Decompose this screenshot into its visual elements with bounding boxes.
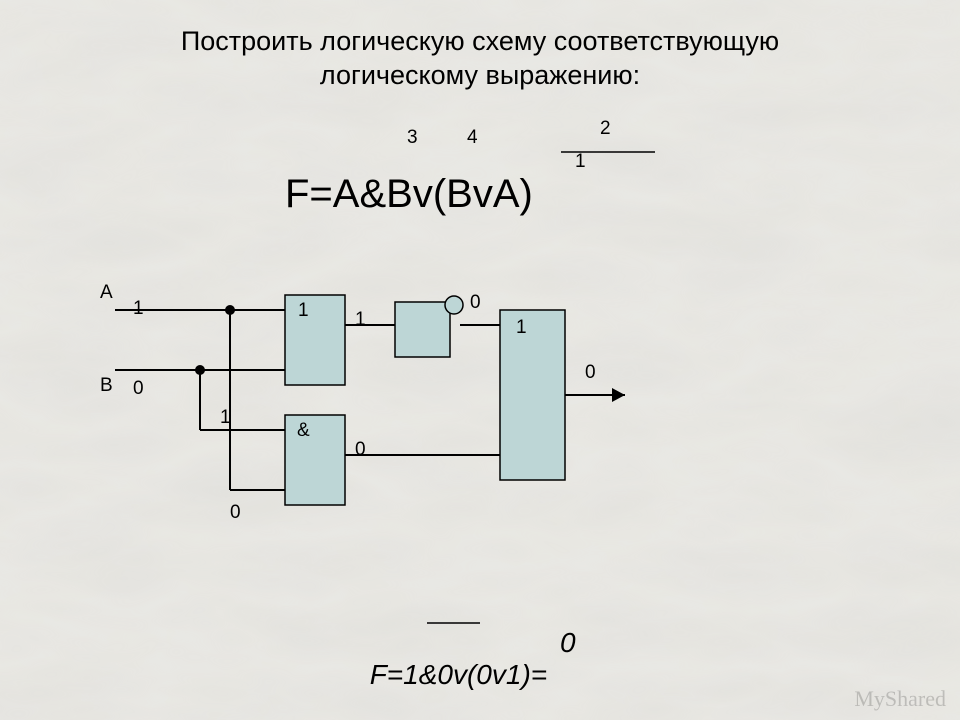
result-value: 0 bbox=[560, 627, 576, 659]
result-prefix: F=1&0v( bbox=[370, 659, 477, 690]
result-formula: F=1&0v(0v1)= bbox=[323, 627, 547, 720]
result-overline bbox=[0, 0, 960, 720]
watermark: MyShared bbox=[854, 686, 946, 712]
result-mid: 0v1 bbox=[476, 659, 521, 690]
result-suffix: )= bbox=[521, 659, 547, 690]
